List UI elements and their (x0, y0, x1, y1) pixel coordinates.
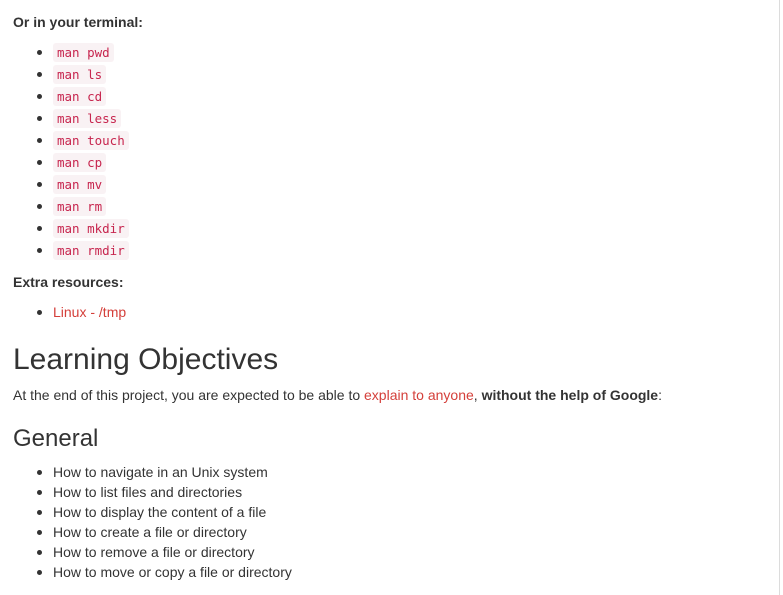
man-command: man mv (53, 175, 107, 194)
list-item: How to move or copy a file or directory (13, 562, 292, 582)
extra-resources-list: Linux - /tmp (13, 302, 126, 322)
list-item: man less (13, 108, 129, 130)
man-command-list: man pwd man ls man cd man less man touch… (13, 42, 129, 262)
intro-comma: , (473, 387, 482, 403)
learning-objectives-title: Learning Objectives (13, 343, 279, 376)
list-item: man cd (13, 86, 129, 108)
list-item: man rm (13, 196, 129, 218)
list-item: man pwd (13, 42, 129, 64)
list-item: man mv (13, 174, 129, 196)
general-objectives-list: How to navigate in an Unix system How to… (13, 462, 292, 582)
man-command: man mkdir (53, 219, 129, 238)
list-item: man touch (13, 130, 129, 152)
intro-suffix: : (658, 387, 662, 403)
man-command: man rmdir (53, 241, 129, 260)
list-item: How to navigate in an Unix system (13, 462, 292, 482)
general-section-title: General (13, 425, 99, 452)
list-item: Linux - /tmp (13, 302, 126, 322)
man-command: man cd (53, 87, 107, 106)
intro-prefix: At the end of this project, you are expe… (13, 387, 365, 403)
intro-bold-text: without the help of Google (481, 387, 659, 403)
list-item: How to create a file or directory (13, 522, 292, 542)
list-item: man mkdir (13, 218, 129, 240)
terminal-heading: Or in your terminal: (13, 14, 143, 30)
list-item: man ls (13, 64, 129, 86)
explain-to-anyone-link[interactable]: explain to anyone (364, 387, 474, 403)
man-command: man ls (53, 65, 107, 84)
list-item: man cp (13, 152, 129, 174)
man-command: man rm (53, 197, 107, 216)
list-item: How to list files and directories (13, 482, 292, 502)
extra-resources-heading: Extra resources: (13, 274, 124, 290)
man-command: man cp (53, 153, 107, 172)
objectives-intro: At the end of this project, you are expe… (13, 385, 662, 405)
page-right-border (779, 0, 780, 595)
man-command: man pwd (53, 43, 114, 62)
man-command: man touch (53, 131, 129, 150)
man-command: man less (53, 109, 122, 128)
list-item: How to remove a file or directory (13, 542, 292, 562)
resource-link-linux-tmp[interactable]: Linux - /tmp (53, 304, 127, 320)
list-item: man rmdir (13, 240, 129, 262)
list-item: How to display the content of a file (13, 502, 292, 522)
